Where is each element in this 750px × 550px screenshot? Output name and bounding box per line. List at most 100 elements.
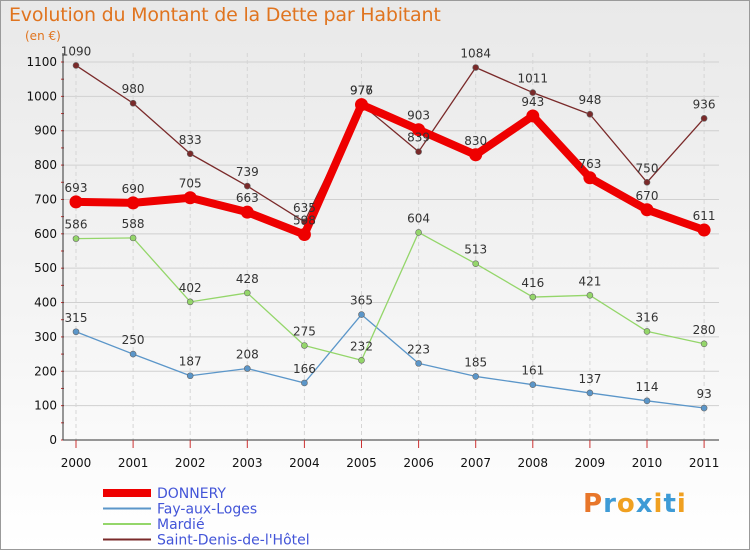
y-tick-label: 1100 <box>26 55 57 69</box>
data-point <box>700 115 708 122</box>
data-point <box>586 110 594 118</box>
data-point <box>700 404 708 412</box>
data-point <box>301 342 308 349</box>
data-point <box>358 311 365 318</box>
data-label: 137 <box>578 372 601 386</box>
data-point <box>186 150 194 158</box>
series-line-mardi- <box>75 231 705 361</box>
data-label: 611 <box>693 209 716 223</box>
data-label: 365 <box>350 294 373 308</box>
data-label: 315 <box>65 311 88 325</box>
data-point <box>129 234 137 242</box>
data-point <box>643 328 651 335</box>
x-tick-label: 2005 <box>346 456 377 470</box>
data-label: 428 <box>236 272 259 286</box>
data-point <box>586 292 594 299</box>
logo-letter: r <box>603 489 617 519</box>
x-tick-label: 2006 <box>403 456 434 470</box>
y-tick-label: 500 <box>34 261 57 275</box>
legend: DONNERYFay-aux-LogesMardiéSaint-Denis-de… <box>103 486 310 549</box>
data-point <box>126 196 140 210</box>
data-label: 739 <box>236 165 259 179</box>
x-tick-label: 2010 <box>632 456 663 470</box>
data-label: 208 <box>236 348 259 362</box>
data-label: 316 <box>636 310 659 324</box>
data-point <box>355 98 368 112</box>
data-point <box>643 397 651 405</box>
data-point <box>72 62 80 69</box>
y-tick-label: 100 <box>34 399 57 413</box>
data-label: 833 <box>179 133 202 147</box>
data-point <box>301 379 308 387</box>
series-layer <box>69 62 711 412</box>
chart-title: Evolution du Montant de la Dette par Hab… <box>9 4 441 26</box>
data-label: 275 <box>293 325 316 339</box>
legend-label: DONNERY <box>157 486 226 502</box>
x-tick-label: 2000 <box>61 456 92 470</box>
y-tick-label: 600 <box>34 227 57 241</box>
data-point <box>69 195 83 209</box>
data-point <box>529 89 537 96</box>
data-label: 588 <box>122 217 145 231</box>
data-label: 166 <box>293 362 316 376</box>
y-tick-label: 800 <box>34 158 57 172</box>
series-line-saint-denis-de-l-h-tel <box>75 64 705 223</box>
data-point <box>529 293 537 301</box>
logo-letter: P <box>583 489 604 519</box>
y-tick-label: 200 <box>34 364 57 378</box>
axis-layer: 0 100 200 300 400 500 600 700 800 900 1000 1100 2000… <box>26 53 719 470</box>
data-label: 839 <box>407 131 430 145</box>
logo-letter: i <box>653 489 664 519</box>
data-label: 976 <box>350 84 373 98</box>
data-point <box>415 148 422 155</box>
data-point <box>244 365 251 372</box>
data-point <box>586 389 594 397</box>
series-line-donnery <box>72 100 709 239</box>
data-point <box>183 191 197 205</box>
data-label: 750 <box>636 161 659 175</box>
data-label: 977 <box>350 83 373 97</box>
data-label: 830 <box>464 134 487 148</box>
data-point <box>358 356 365 364</box>
data-point <box>244 289 251 297</box>
y-tick-label: 700 <box>34 192 57 206</box>
x-tick-label: 2001 <box>118 456 149 470</box>
logo-letter: o <box>616 489 636 519</box>
data-label: 763 <box>578 157 601 171</box>
data-label: 93 <box>696 387 711 401</box>
data-point <box>472 373 480 380</box>
data-label: 1084 <box>460 46 491 60</box>
x-tick-label: 2003 <box>232 456 263 470</box>
series-line-fay-aux-loges <box>75 313 705 409</box>
data-label-layer: 693 690 705 663 598 976 903 830 943 763 670 611 315 2… <box>61 44 716 401</box>
grid-layer <box>63 53 719 440</box>
x-tick-label: 2004 <box>289 456 320 470</box>
data-point <box>244 182 251 190</box>
data-point <box>129 99 137 107</box>
data-label: 513 <box>464 243 487 257</box>
data-label: 903 <box>407 109 430 123</box>
data-point <box>472 64 480 71</box>
logo-letter: i <box>676 489 687 519</box>
data-label: 943 <box>521 95 544 109</box>
data-label: 635 <box>293 201 316 215</box>
data-point <box>472 260 480 268</box>
data-label: 604 <box>407 211 430 225</box>
data-point <box>640 203 654 217</box>
x-tick-label: 2007 <box>460 456 491 470</box>
logo-letter: x <box>635 489 654 519</box>
data-point <box>72 328 80 336</box>
legend-label: Mardié <box>157 517 205 533</box>
legend-label: Fay-aux-Loges <box>157 502 257 518</box>
data-point <box>529 381 537 388</box>
data-label: 161 <box>521 364 544 378</box>
y-tick-label: 300 <box>34 330 57 344</box>
data-label: 223 <box>407 342 430 356</box>
data-point <box>643 178 651 186</box>
data-label: 980 <box>122 82 145 96</box>
data-point <box>526 109 540 123</box>
data-label: 948 <box>578 93 601 107</box>
data-label: 280 <box>693 323 716 337</box>
x-tick-label: 2011 <box>689 456 720 470</box>
